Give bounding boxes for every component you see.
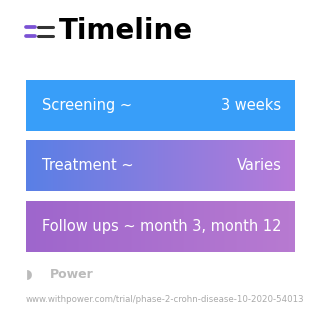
Text: Follow ups ~: Follow ups ~ — [42, 219, 135, 234]
Text: www.withpower.com/trial/phase-2-crohn-disease-10-2020-54013: www.withpower.com/trial/phase-2-crohn-di… — [26, 295, 304, 304]
Text: month 3, month 12: month 3, month 12 — [140, 219, 282, 234]
Text: Varies: Varies — [237, 159, 282, 173]
Text: Power: Power — [50, 268, 93, 281]
Text: Treatment ~: Treatment ~ — [42, 159, 133, 173]
Text: Screening ~: Screening ~ — [42, 98, 132, 113]
Text: ◗: ◗ — [26, 268, 32, 281]
Text: 3 weeks: 3 weeks — [221, 98, 282, 113]
Text: Timeline: Timeline — [59, 17, 193, 45]
